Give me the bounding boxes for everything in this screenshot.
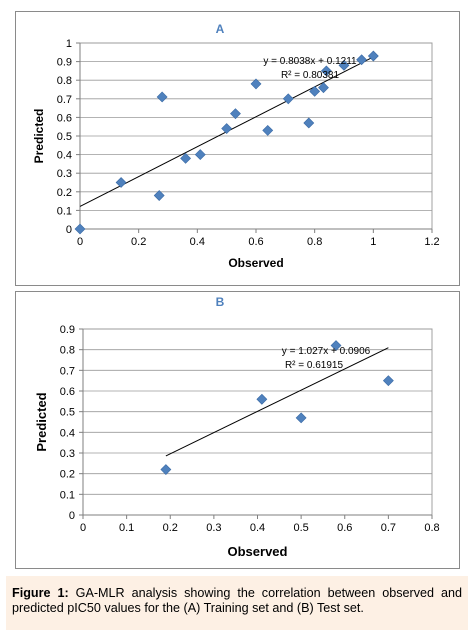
y-tick-label: 0.5: [60, 407, 75, 419]
figure-caption: Figure 1: GA-MLR analysis showing the co…: [6, 576, 468, 630]
r-squared-label: R² = 0.80381: [281, 70, 340, 81]
data-point: [356, 54, 368, 66]
y-tick-label: 0.6: [60, 386, 75, 398]
data-point: [74, 223, 86, 235]
chart-title: A: [216, 22, 225, 36]
data-point: [180, 152, 192, 164]
plot-area: [82, 328, 433, 516]
data-point: [309, 85, 321, 97]
trendline-equation: y = 1.027x + 0.0906: [282, 346, 371, 357]
x-tick-label: 1: [370, 236, 376, 248]
y-tick-label: 0.2: [60, 469, 75, 481]
data-point: [250, 78, 262, 90]
data-point: [382, 375, 394, 387]
y-tick-label: 0.4: [60, 427, 75, 439]
x-tick-label: 0.7: [381, 522, 396, 534]
x-tick-label: 0.6: [248, 236, 263, 248]
y-tick-label: 0.1: [60, 489, 75, 501]
chart-a-svg: 0 0.1 0.2 0.3 0.4 0.5 0.6 0.7 0.8 0.9 1 0 0.2 0.4 0.6 0…: [32, 22, 440, 270]
caption-text: GA-MLR analysis showing the correlation …: [12, 586, 463, 615]
data-point: [303, 117, 315, 129]
chart-panel-a: 0 0.1 0.2 0.3 0.4 0.5 0.6 0.7 0.8 0.9 1 0 0.2 0.4 0.6 0…: [15, 11, 460, 286]
data-point: [262, 124, 274, 136]
data-point: [282, 93, 294, 105]
y-tick-label: 0.7: [57, 94, 72, 106]
data-point: [153, 190, 165, 201]
x-axis-title: Observed: [228, 544, 288, 559]
y-tick-label: 0.1: [57, 205, 72, 217]
y-tick-label: 0.2: [57, 187, 72, 199]
data-point: [115, 177, 127, 188]
data-point: [320, 65, 332, 77]
x-tick-label: 1.2: [424, 236, 439, 248]
data-point: [330, 340, 342, 351]
caption-label: Figure 1:: [12, 586, 69, 600]
chart-title: B: [216, 295, 225, 309]
y-tick-label: 0.4: [57, 150, 72, 162]
data-point: [156, 91, 168, 103]
y-tick-label: 0.8: [60, 345, 75, 357]
data-point: [256, 393, 268, 405]
x-tick-label: 0.8: [424, 522, 439, 534]
y-tick-label: 0.5: [57, 131, 72, 143]
y-tick-label: 0.9: [57, 57, 72, 69]
data-point: [367, 50, 379, 62]
y-tick-label: 0.9: [60, 324, 75, 336]
data-point: [160, 464, 172, 475]
chart-panel-b: 0 0.1 0.2 0.3 0.4 0.5 0.6 0.7 0.8 0.9 0 0.1 0.2 0.3 0.…: [15, 291, 460, 569]
data-point: [338, 59, 350, 71]
data-point: [221, 123, 233, 134]
data-point: [318, 82, 329, 94]
y-axis-title: Predicted: [32, 109, 46, 164]
x-tick-label: 0.4: [190, 236, 205, 248]
x-tick-label: 0.2: [163, 522, 178, 534]
y-tick-label: 0.8: [57, 75, 72, 87]
data-point: [230, 108, 241, 120]
x-tick-label: 0.1: [119, 522, 134, 534]
r-squared-label: R² = 0.61915: [285, 360, 344, 371]
x-axis-title: Observed: [228, 256, 283, 270]
y-tick-label: 0.7: [60, 365, 75, 377]
y-tick-label: 0.3: [57, 168, 72, 180]
trendline: [165, 347, 389, 457]
chart-b-svg: 0 0.1 0.2 0.3 0.4 0.5 0.6 0.7 0.8 0.9 0 0.1 0.2 0.3 0.…: [34, 295, 440, 559]
x-tick-label: 0: [80, 522, 86, 534]
y-tick-label: 0.6: [57, 112, 72, 124]
y-tick-label: 1: [66, 38, 72, 50]
data-point: [194, 149, 206, 161]
y-tick-label: 0: [66, 224, 72, 236]
x-tick-label: 0.2: [131, 236, 146, 248]
data-point: [295, 412, 307, 424]
x-tick-label: 0.3: [206, 522, 221, 534]
x-tick-label: 0.6: [337, 522, 352, 534]
x-tick-label: 0.5: [293, 522, 308, 534]
x-tick-label: 0: [77, 236, 83, 248]
y-axis-title: Predicted: [34, 392, 49, 451]
x-tick-label: 0.4: [250, 522, 265, 534]
x-tick-label: 0.8: [307, 236, 322, 248]
y-tick-label: 0: [69, 510, 75, 522]
trendline-equation: y = 0.8038x + 0.1211: [263, 56, 357, 67]
y-tick-label: 0.3: [60, 448, 75, 460]
